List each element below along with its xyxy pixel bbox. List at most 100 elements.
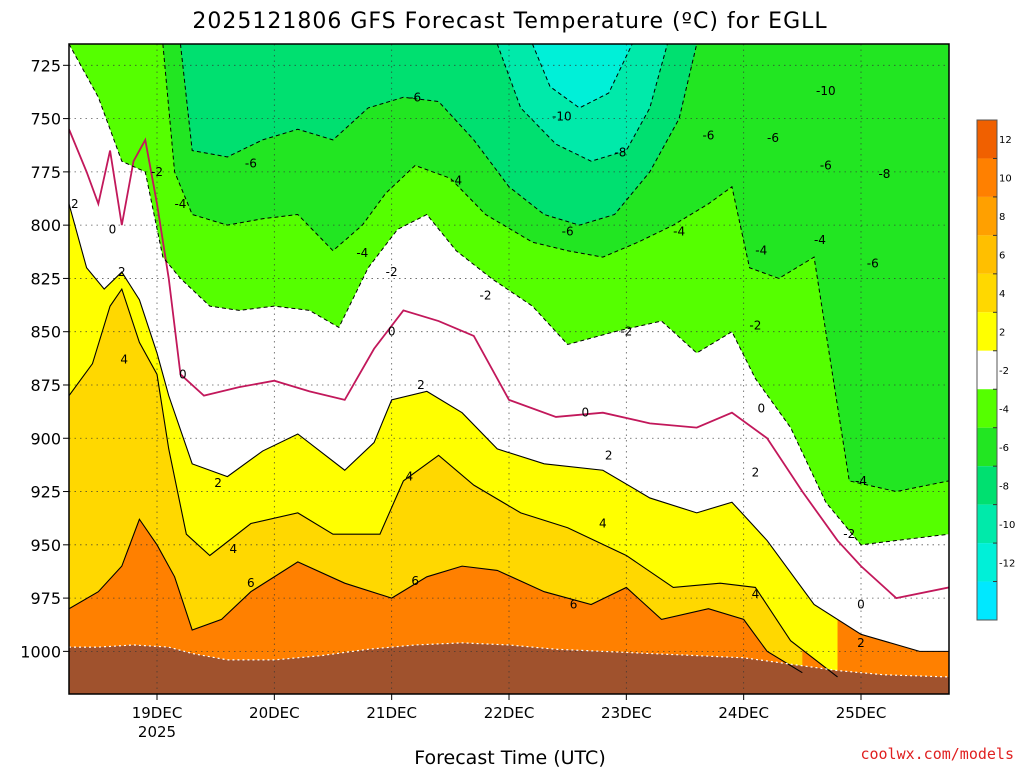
contour-label: -4 [174,197,186,211]
colorbar-swatch [977,273,997,313]
contour-label: -4 [356,246,368,260]
contour-label: 2 [857,636,865,650]
x-tick-label: 21DEC [366,704,417,722]
colorbar-label: -2 [999,366,1009,377]
colorbar-swatch [977,235,997,274]
contour-label: 2 [118,265,126,279]
colorbar-frame [976,119,998,621]
colorbar-swatch [977,581,997,620]
contour-label: -2 [843,527,855,541]
contour-label: -6 [867,257,879,271]
x-tick-label: 22DEC [484,704,535,722]
colorbar-swatch [977,466,997,505]
contour-line-4 [69,287,838,678]
colorbar-label: -8 [999,481,1009,492]
source-credit: coolwx.com/models [860,745,1014,763]
contour-label: 2 [214,476,222,490]
contour-label: 2 [417,378,425,392]
contour-line--10 [532,44,633,109]
contour-label: -10 [816,84,836,98]
contour-label: -8 [614,146,626,160]
contour-line--2 [69,44,949,546]
contour-label: -4 [814,233,826,247]
band-fill--4 [162,44,949,492]
contour-label: -2 [620,325,632,339]
contour-label: 6 [570,597,578,611]
contour-label: -6 [409,90,421,104]
contour-label: 4 [599,517,607,531]
contour-label: 0 [109,222,117,236]
colorbar-label: -6 [999,443,1009,454]
ground-line [69,642,949,678]
colorbar-label: 12 [999,135,1012,146]
contour-label: -4 [755,244,767,258]
contour-label: 6 [247,576,255,590]
contour-label: 0 [179,367,187,381]
contour-line--6 [179,44,698,226]
colorbar-label: -12 [999,558,1015,569]
contour-label: -6 [820,158,832,172]
x-tick-label: 25DEC [836,704,887,722]
colorbar-swatch [977,312,997,351]
x-tick-sublabel: 2025 [138,723,176,741]
contour-label: -2 [151,165,163,179]
colorbar-swatch [977,158,997,197]
contour-label: 2 [752,465,760,479]
grid-lines [69,44,949,694]
colorbar-label: 2 [999,328,1005,339]
x-axis-title: Forecast Time (UTC) [414,747,605,768]
contour-label: -4 [673,225,685,239]
contour-label: -6 [245,156,257,170]
y-tick-label: 775 [30,163,61,182]
contour-label: 0 [757,401,765,415]
x-tick-label: 23DEC [601,704,652,722]
contour-label: 4 [229,542,237,556]
colorbar-label: 8 [999,212,1005,223]
contour-label: 0 [581,406,589,420]
colorbar-label: 6 [999,251,1005,262]
x-tick-label: 19DEC [132,704,183,722]
contour-label: 2 [605,448,613,462]
colorbar-swatch [977,543,997,582]
contour-label: 4 [120,352,128,366]
contour-label: -6 [702,129,714,143]
contour-label: -2 [749,318,761,332]
colorbar-swatch [977,389,997,428]
y-tick-label: 800 [30,216,61,235]
plot-area: 2 0 2 4 -2 -4 0 2 4 6 -6 -4 -2 0 2 4 6 -6 -4 -2 0 2 4 6 -10 -8 -6 -… [68,43,950,695]
colorbar-label: -10 [999,520,1015,531]
band-fill--10 [532,44,633,108]
contour-label: -2 [386,265,398,279]
y-tick-label: 750 [30,110,61,129]
ground-fill [69,642,949,694]
contour-line--4 [162,44,949,493]
contour-line-0 [69,128,949,600]
colorbar-swatch [977,350,997,390]
colorbar-legend: 12 10 8 6 4 2 -2 -4 -6 -8 -10 -12 [976,119,1015,621]
colorbar-label: -4 [999,404,1009,415]
y-tick-label: 975 [30,589,61,608]
colorbar-swatch [977,504,997,544]
contour-label: -8 [878,167,890,181]
contour-line--8 [496,44,668,162]
colorbar-swatch [977,120,997,159]
contour-label: 0 [388,325,396,339]
contour-label: 2 [71,197,79,211]
x-tick-label: 24DEC [718,704,769,722]
contour-line-2 [69,203,949,652]
contour-lines [69,44,949,678]
colorbar-swatch [977,196,997,236]
contour-label: -6 [562,225,574,239]
contour-label: -6 [767,131,779,145]
y-tick-label: 925 [30,483,61,502]
colorbar-label: 4 [999,289,1005,300]
y-tick-label: 850 [30,323,61,342]
contour-labels: 2 0 2 4 -2 -4 0 2 4 6 -6 -4 -2 0 2 4 6 -6 -4 -2 0 2 4 6 -10 -8 -6 -… [71,84,890,650]
colorbar-label: 10 [999,174,1012,185]
y-tick-label: 725 [30,56,61,75]
y-tick-label: 825 [30,269,61,288]
y-tick-label: 875 [30,376,61,395]
y-tick-label: 1000 [20,642,61,661]
